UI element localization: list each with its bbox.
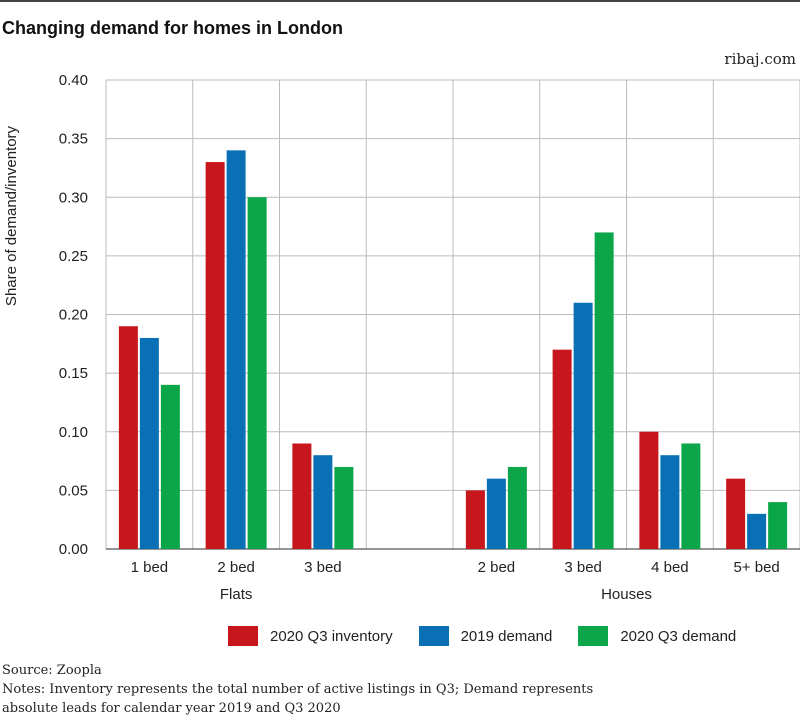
y-tick-label: 0.25 [59,248,88,265]
chart-title: Changing demand for homes in London [2,18,343,38]
group-label: Houses [601,586,652,603]
footnotes: Source: Zoopla Notes: Inventory represen… [2,661,593,718]
legend-label-inventory: 2020 Q3 inventory [270,627,393,645]
legend-swatch-demand-2020 [578,626,609,646]
bar-demand-2019 [660,455,680,549]
bar-inventory [118,326,138,549]
bar-demand-2019 [747,513,767,549]
bar-demand-2020 [160,384,180,549]
bar-inventory [726,478,746,549]
bar-demand-2019 [573,302,593,549]
bar-inventory [552,349,572,549]
x-tick-label: 3 bed [564,559,602,576]
x-tick-label: 3 bed [304,559,342,576]
y-tick-label: 0.30 [59,189,88,206]
group-label: Flats [220,586,253,603]
legend-item-demand-2020: 2020 Q3 demand [578,626,736,646]
bar-demand-2020 [594,232,614,550]
bar-demand-2020 [681,443,701,549]
legend-label-demand-2019: 2019 demand [460,627,553,645]
bar-inventory [205,162,225,549]
legend-swatch-inventory [228,626,258,646]
bar-demand-2019 [486,478,506,549]
bar-demand-2019 [139,337,159,549]
bar-demand-2019 [313,455,333,549]
y-tick-label: 0.40 [59,72,88,89]
bar-demand-2020 [507,466,527,549]
top-rule [0,0,800,2]
y-tick-label: 0.35 [59,131,88,148]
notes-line-1: Notes: Inventory represents the total nu… [2,682,594,697]
y-tick-label: 0.10 [59,424,88,441]
legend-swatch-demand-2019 [418,626,449,646]
y-tick-label: 0.20 [59,307,88,324]
x-tick-label: 2 bed [478,559,516,576]
notes-line-2: absolute leads for calendar year 2019 an… [2,701,341,716]
x-tick-label: 4 bed [651,559,689,576]
site-credit: ribaj.com [724,50,796,68]
bar-inventory [465,490,485,549]
legend-item-inventory: 2020 Q3 inventory [228,626,393,646]
y-tick-label: 0.05 [59,482,88,499]
bar-demand-2020 [768,502,788,549]
bar-demand-2019 [226,150,246,549]
legend-item-demand-2019: 2019 demand [418,626,553,646]
bar-chart: 0.00 0.05 0.10 0.15 0.20 0.25 0.30 0.35 0.40 1 b… [3,72,800,603]
source-note: Source: Zoopla [2,663,102,678]
x-tick-label: 5+ bed [733,559,779,576]
x-tick-label: 2 bed [217,559,255,576]
y-tick-label: 0.00 [59,541,88,558]
bar-inventory [639,431,659,549]
x-tick-label: 1 bed [131,559,169,576]
x-axis-ticks: 1 bed 2 bed 3 bed 2 bed 3 bed 4 bed 5+ bed Flat… [131,559,780,603]
legend-label-demand-2020: 2020 Q3 demand [620,627,737,645]
legend: 2020 Q3 inventory 2019 demand 2020 Q3 de… [228,624,736,648]
bars [118,150,788,550]
bar-demand-2020 [247,197,267,549]
bar-inventory [292,443,312,549]
y-tick-label: 0.15 [59,365,88,382]
y-axis-ticks: 0.00 0.05 0.10 0.15 0.20 0.25 0.30 0.35 0.40 [59,72,88,558]
bar-demand-2020 [334,466,354,549]
y-axis-label: Share of demand/inventory [3,125,20,306]
